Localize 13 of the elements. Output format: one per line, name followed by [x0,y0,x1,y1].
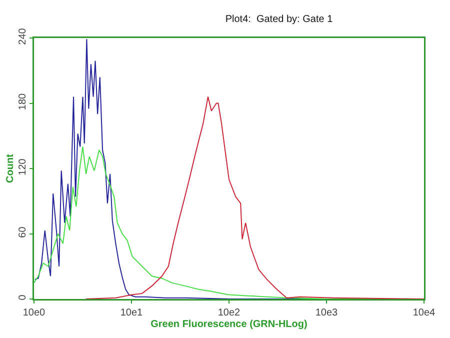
y-tick-label: 0 [18,294,28,300]
x-tick-label: 10e2 [218,308,241,318]
y-tick-label: 60 [18,226,28,238]
x-tick-label: 10e4 [412,308,436,318]
x-axis-title: Green Fluorescence (GRN-HLog) [150,318,308,330]
x-tick-label: 10e0 [22,308,46,318]
y-tick-label: 180 [18,92,28,110]
x-tick-label: 10e1 [120,308,144,318]
y-tick-label: 120 [18,158,28,176]
chart-title: Plot4: Gated by: Gate 1 [225,14,334,26]
y-axis-title: Count [4,153,16,183]
x-tick-label: 10e3 [315,308,338,318]
y-tick-label: 240 [18,28,28,45]
